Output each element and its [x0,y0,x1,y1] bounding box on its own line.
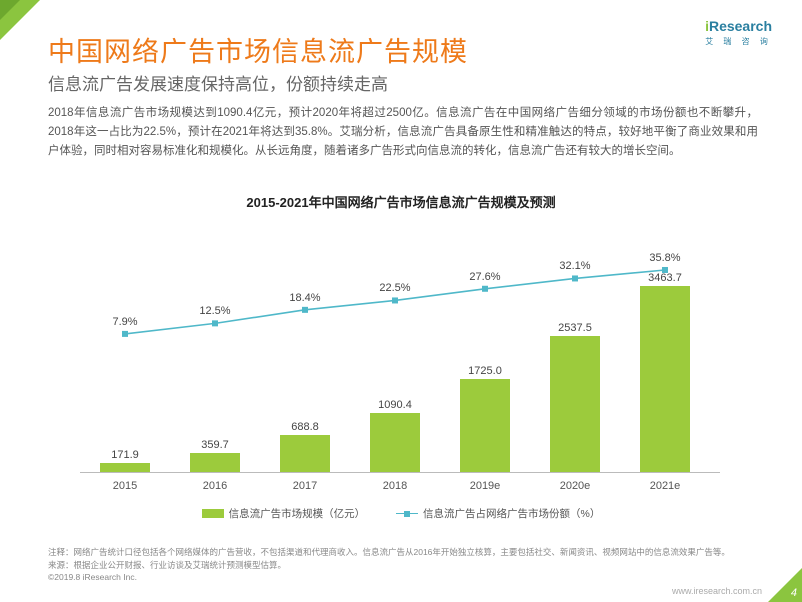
legend-bar-label: 信息流广告市场规模（亿元） [229,506,366,521]
chart-bar [370,413,420,472]
chart-bar [640,286,690,472]
bar-value-label: 171.9 [95,449,155,461]
chart-area: 171.9 2015 7.9% 359.7 2016 12.5% 688.8 2017 18.4… [80,218,720,498]
brand-name: iResearch [705,18,772,34]
footer-notes: 注释：网络广告统计口径包括各个网络媒体的广告营收，不包括渠道和代理商收入。信息流… [48,546,730,584]
chart-bar [550,336,600,472]
chart-legend: 信息流广告市场规模（亿元） 信息流广告占网络广告市场份额（%） [0,506,802,521]
page-number: 4 [791,587,797,599]
bar-value-label: 3463.7 [635,272,695,284]
x-category-label: 2021e [635,480,695,492]
page-subtitle: 信息流广告发展速度保持高位，份额持续走高 [48,70,388,95]
legend-line-swatch [396,509,418,518]
line-value-label: 22.5% [365,282,425,294]
footer-source: 来源：根据企业公开财报、行业访谈及艾瑞统计预测模型估算。 [48,559,730,572]
page-title: 中国网络广告市场信息流广告规模 [48,30,468,69]
bar-value-label: 359.7 [185,439,245,451]
legend-bar-swatch [202,509,224,518]
website-url: www.iresearch.com.cn [672,586,762,596]
legend-line-label: 信息流广告占网络广告市场份额（%） [423,506,600,521]
chart-bar [460,379,510,472]
brand-logo: iResearch 艾 瑞 咨 询 [705,18,772,47]
line-value-label: 32.1% [545,260,605,272]
chart-bar [100,463,150,472]
footer-copyright: ©2019.8 iResearch Inc. [48,571,730,584]
bar-value-label: 2537.5 [545,322,605,334]
bar-value-label: 688.8 [275,421,335,433]
line-value-label: 12.5% [185,305,245,317]
chart-bar [280,435,330,472]
x-category-label: 2020e [545,480,605,492]
legend-line: 信息流广告占网络广告市场份额（%） [396,506,600,521]
brand-subtitle: 艾 瑞 咨 询 [705,36,772,47]
bar-value-label: 1090.4 [365,399,425,411]
line-value-label: 35.8% [635,252,695,264]
body-paragraph: 2018年信息流广告市场规模达到1090.4亿元，预计2020年将超过2500亿… [48,104,758,161]
legend-bar: 信息流广告市场规模（亿元） [202,506,366,521]
line-value-label: 18.4% [275,292,335,304]
chart-title: 2015-2021年中国网络广告市场信息流广告规模及预测 [0,192,802,211]
x-category-label: 2016 [185,480,245,492]
chart-bar [190,453,240,472]
x-category-label: 2015 [95,480,155,492]
footer-note: 注释：网络广告统计口径包括各个网络媒体的广告营收，不包括渠道和代理商收入。信息流… [48,546,730,559]
line-value-label: 27.6% [455,271,515,283]
x-category-label: 2018 [365,480,425,492]
line-value-label: 7.9% [95,316,155,328]
corner-decoration [0,0,40,40]
bar-value-label: 1725.0 [455,365,515,377]
x-category-label: 2019e [455,480,515,492]
x-category-label: 2017 [275,480,335,492]
